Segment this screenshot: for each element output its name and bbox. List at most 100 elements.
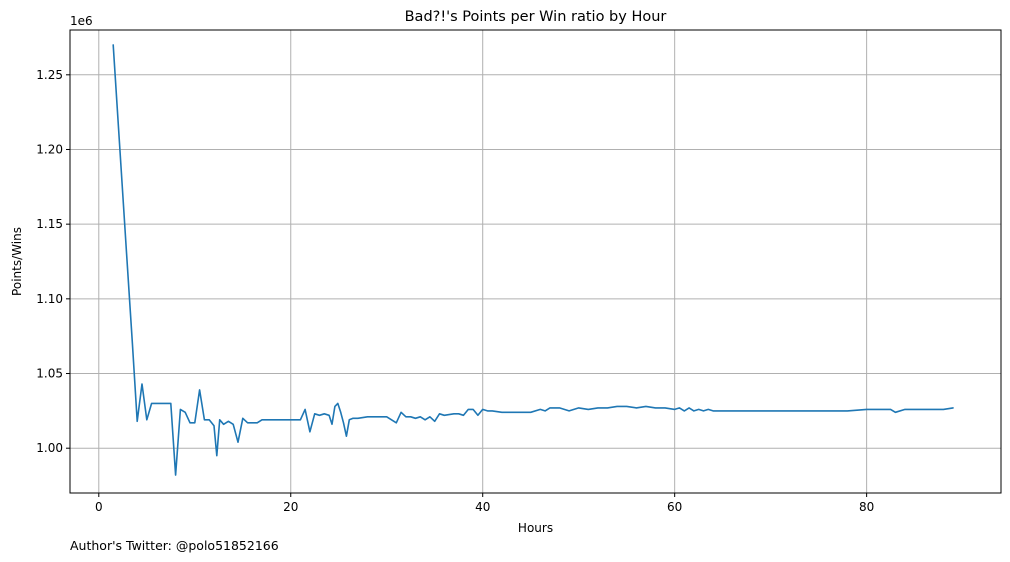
data-point (410, 416, 412, 418)
data-point (314, 413, 316, 415)
data-point (400, 412, 402, 414)
data-point (429, 416, 431, 418)
data-point (477, 415, 479, 417)
data-point (232, 424, 234, 426)
data-point (208, 419, 210, 421)
data-point (684, 410, 686, 412)
data-point (151, 403, 153, 405)
data-point (616, 406, 618, 408)
data-point (549, 407, 551, 409)
data-point (349, 419, 351, 421)
x-tick-label: 40 (475, 500, 490, 514)
data-point (357, 418, 359, 420)
data-point (645, 406, 647, 408)
data-point (698, 409, 700, 411)
data-point (156, 403, 158, 405)
data-point (674, 409, 676, 411)
data-point (688, 407, 690, 409)
data-point (732, 410, 734, 412)
data-point (655, 407, 657, 409)
data-point (175, 474, 177, 476)
data-point (818, 410, 820, 412)
data-point (324, 413, 326, 415)
data-point (708, 409, 710, 411)
data-point (636, 407, 638, 409)
chart-title: Bad?!'s Points per Win ratio by Hour (405, 9, 667, 25)
data-point (213, 425, 215, 427)
data-point (396, 422, 398, 424)
x-tick-label: 0 (95, 500, 103, 514)
x-tick-label: 80 (859, 500, 874, 514)
data-point (146, 419, 148, 421)
data-point (219, 419, 221, 421)
data-point (204, 419, 206, 421)
data-point (890, 409, 892, 411)
data-point (237, 441, 239, 443)
data-point (199, 389, 201, 391)
data-point (319, 415, 321, 417)
data-point (568, 410, 570, 412)
data-point (256, 422, 258, 424)
data-point (420, 416, 422, 418)
data-point (376, 416, 378, 418)
data-point (271, 419, 273, 421)
x-tick-label: 20 (283, 500, 298, 514)
data-point (194, 422, 196, 424)
data-point (352, 418, 354, 420)
data-point (126, 253, 128, 255)
data-point (559, 407, 561, 409)
data-point (337, 403, 339, 405)
grid-lines (70, 30, 1001, 493)
data-point (439, 413, 441, 415)
data-point (453, 413, 455, 415)
data-point (223, 424, 225, 426)
data-point (463, 415, 465, 417)
data-point (679, 407, 681, 409)
data-point (141, 383, 143, 385)
data-point (340, 412, 342, 414)
y-tick-label: 1.20 (36, 142, 63, 156)
x-tick-label: 60 (667, 500, 682, 514)
data-point (482, 409, 484, 411)
data-point (923, 409, 925, 411)
data-point (664, 407, 666, 409)
data-point (597, 407, 599, 409)
data-point (520, 412, 522, 414)
data-point (943, 409, 945, 411)
data-point (346, 435, 348, 437)
data-point (242, 418, 244, 420)
data-point (540, 409, 542, 411)
data-point (405, 416, 407, 418)
data-point (703, 410, 705, 412)
data-point (914, 409, 916, 411)
data-point (952, 407, 954, 409)
data-point (487, 410, 489, 412)
data-point (837, 410, 839, 412)
data-point (607, 407, 609, 409)
data-point (847, 410, 849, 412)
data-point (132, 343, 134, 345)
data-point (300, 419, 302, 421)
data-point (434, 421, 436, 423)
data-point (885, 409, 887, 411)
data-point (331, 424, 333, 426)
data-point (180, 409, 182, 411)
data-point (165, 403, 167, 405)
y-tick-label: 1.15 (36, 217, 63, 231)
x-axis-label: Hours (518, 521, 553, 535)
data-point (309, 431, 311, 433)
data-point (252, 422, 254, 424)
data-point (328, 415, 330, 417)
data-point (184, 412, 186, 414)
plot-frame (69, 29, 1002, 494)
data-point (578, 407, 580, 409)
data-point (424, 419, 426, 421)
data-point (415, 418, 417, 420)
data-point (119, 149, 121, 151)
data-point (909, 409, 911, 411)
series-layer (112, 44, 954, 476)
data-point (472, 409, 474, 411)
series-line (112, 44, 954, 476)
